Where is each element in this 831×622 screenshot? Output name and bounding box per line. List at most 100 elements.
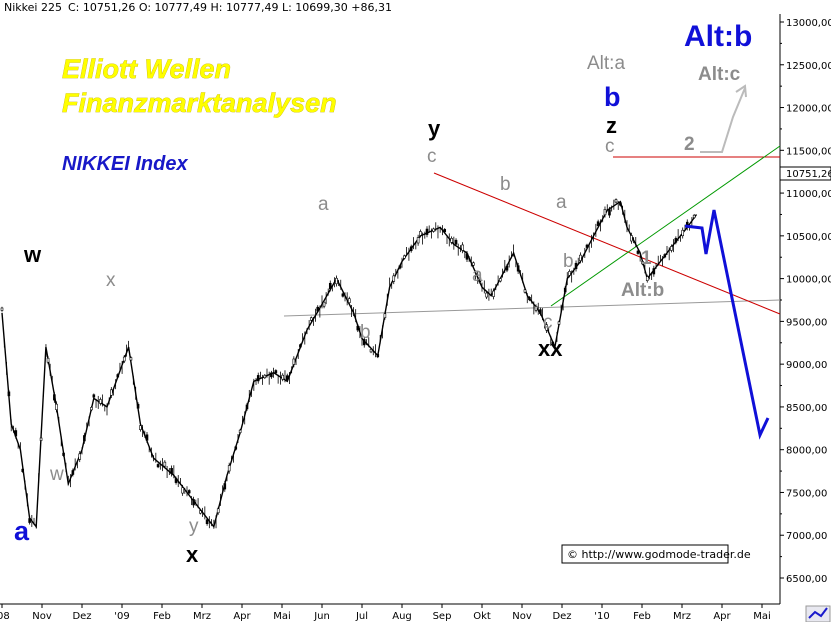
x-tick-label: Mrz: [193, 611, 211, 622]
y-tick-label: 11000,00: [786, 189, 831, 200]
candle-body: [7, 391, 11, 397]
candle-body: [99, 399, 102, 404]
candle-body: [238, 429, 242, 433]
pencil-tool-icon[interactable]: [805, 605, 831, 622]
wave-label-alt-b-gray: Alt:b: [621, 280, 664, 301]
candle-body: [443, 229, 447, 233]
y-tick-label: 8500,00: [786, 403, 827, 414]
forecast-alt-c-path: [700, 87, 746, 153]
candle-body: [409, 246, 413, 251]
candle-body: [28, 518, 31, 523]
candle-body: [281, 374, 285, 380]
candle-body: [116, 374, 120, 378]
x-tick-label: Mrz: [673, 611, 691, 622]
candle-body: [156, 464, 160, 468]
wave-label-xx-black: xx: [538, 336, 563, 361]
candle-body: [478, 277, 482, 283]
y-tick-label: 6500,00: [786, 574, 827, 585]
candle-body: [652, 268, 656, 275]
candle-body: [205, 519, 209, 525]
green-uptrend-line: [550, 145, 781, 307]
candle-body: [216, 508, 220, 514]
candle-body: [614, 199, 618, 203]
wave-label-1: 1: [641, 248, 652, 269]
x-tick-label: '08: [0, 611, 10, 622]
y-tick-label: 10500,00: [786, 232, 831, 243]
candle-body: [674, 238, 678, 243]
wave-label-a-gray-2: a: [472, 265, 483, 286]
base-support-line: [283, 299, 781, 317]
candle-body: [263, 374, 267, 379]
x-tick-label: Dez: [72, 611, 91, 622]
candle-body: [92, 394, 96, 398]
candle-body: [234, 446, 238, 450]
candle-body: [328, 282, 332, 290]
x-tick-label: Feb: [633, 611, 651, 622]
candle-body: [62, 452, 65, 456]
y-tick-label: 9000,00: [786, 360, 827, 371]
wave-label-alt-a: Alt:a: [587, 53, 625, 74]
candle-body: [663, 254, 667, 258]
wave-label-b-gray-3: b: [563, 251, 574, 272]
y-tick-label: 7500,00: [786, 488, 827, 499]
x-tick-label: Mai: [753, 611, 771, 622]
candle-body: [309, 317, 313, 321]
candle-body: [223, 483, 227, 490]
wave-label-a-gray-3: a: [556, 192, 567, 213]
candle-body: [170, 468, 173, 475]
candle-body: [425, 228, 429, 235]
candle-body: [292, 358, 296, 365]
candle-body: [416, 237, 420, 244]
candle-body: [534, 306, 538, 311]
candle-body: [619, 202, 622, 206]
candle-body: [419, 231, 422, 236]
candle-body: [78, 453, 82, 460]
wave-label-2: 2: [684, 134, 695, 155]
x-tick-label: Nov: [32, 611, 52, 622]
copyright-box: [561, 544, 729, 564]
candle-body: [187, 490, 191, 494]
wave-label-x-black: x: [186, 542, 199, 567]
candle-body: [55, 403, 58, 410]
candle-body: [596, 221, 600, 226]
y-tick-label: 11500,00: [786, 146, 831, 157]
x-tick-label: Aug: [392, 611, 412, 622]
x-tick-label: Apr: [713, 611, 731, 622]
wave-label-c-gray-1: c: [427, 146, 437, 167]
candle-body: [523, 289, 527, 293]
wave-label-c-gray-3: c: [605, 136, 615, 157]
header-instrument: Nikkei 225: [4, 1, 62, 14]
candle-body: [585, 244, 589, 248]
y-tick-label: 8000,00: [786, 446, 827, 457]
candle-body: [636, 250, 640, 254]
y-tick-label: 12500,00: [786, 61, 831, 72]
candle-body: [603, 209, 607, 216]
candle-body: [348, 298, 351, 303]
candle-body: [563, 287, 567, 293]
wave-label-a-blue: a: [14, 516, 30, 546]
copyright-text: © http://www.godmode-trader.de: [567, 548, 751, 561]
y-tick-label: 13000,00: [786, 18, 831, 29]
y-tick-label: 10000,00: [786, 275, 831, 286]
wave-label-b-gray-2: b: [500, 174, 511, 195]
candle-body: [630, 235, 633, 242]
candle-body: [465, 253, 469, 260]
x-tick-label: Nov: [512, 611, 532, 622]
candle-body: [398, 265, 402, 269]
wave-label-b-gray-1: b: [360, 322, 371, 343]
candle-body: [362, 339, 366, 346]
plot-area: [0, 14, 780, 604]
wave-label-alt-c: Alt:c: [698, 64, 741, 85]
candle-body: [645, 276, 649, 281]
candle-body: [136, 403, 140, 409]
candle-body: [71, 470, 75, 475]
candle-body: [432, 228, 435, 232]
x-tick-label: Jun: [313, 611, 330, 622]
candle-body: [392, 275, 396, 282]
candle-body: [199, 510, 202, 514]
wave-label-y-gray: y: [189, 516, 199, 537]
candle-body: [256, 375, 260, 382]
candle-body: [539, 309, 542, 314]
header-quote: C: 10751,26 O: 10777,49 H: 10777,49 L: 1…: [68, 1, 392, 14]
candle-body: [39, 437, 43, 441]
